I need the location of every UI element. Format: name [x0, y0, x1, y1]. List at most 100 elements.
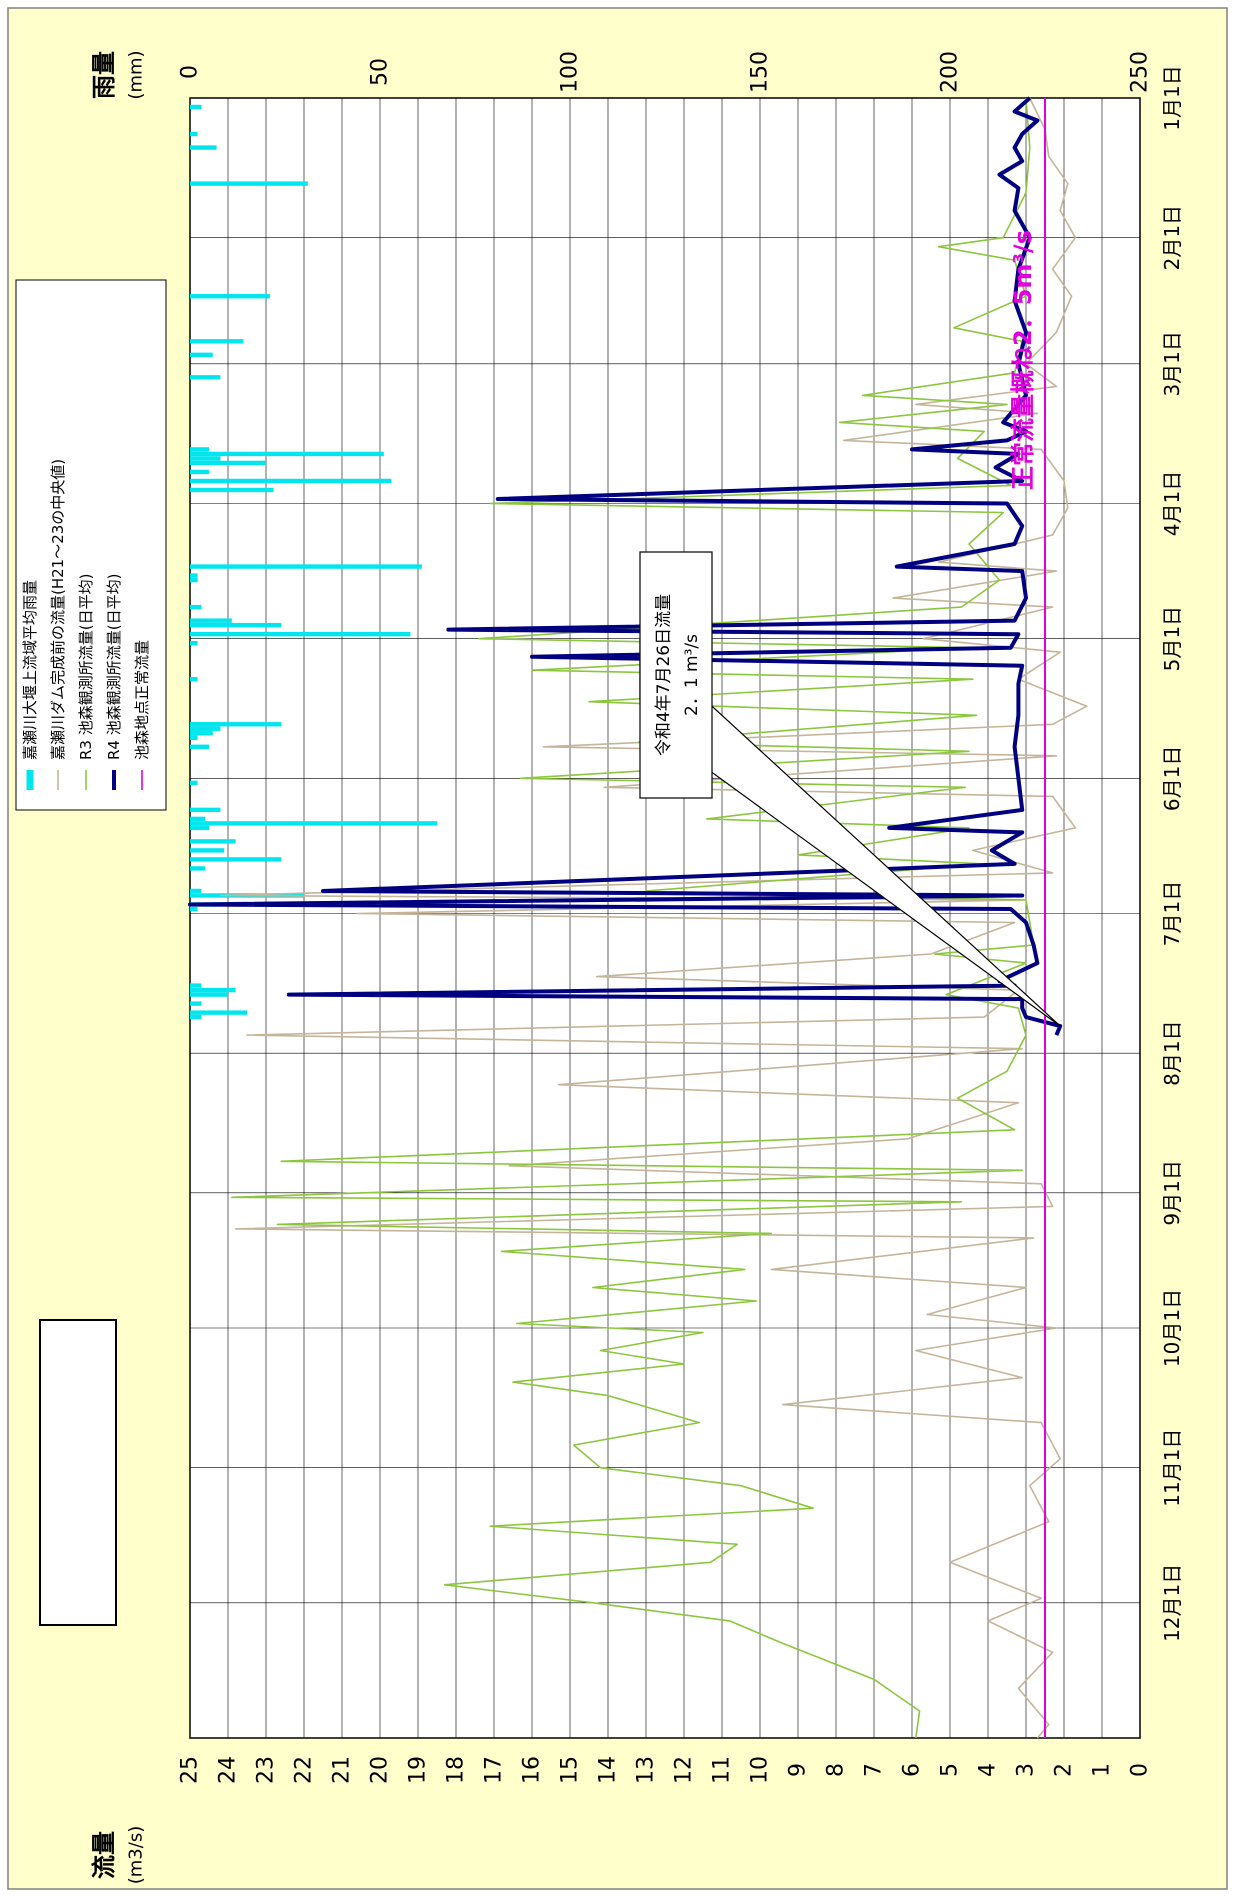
flow-tick-label: 5 — [938, 1763, 963, 1777]
rain-bar — [190, 564, 422, 569]
legend-label: R4 池森観測所流量(日平均) — [105, 574, 123, 760]
date-tick-label: 6月1日 — [1160, 746, 1184, 811]
callout-text: 2．1 m³/s — [682, 634, 702, 716]
flow-tick-label: 2 — [1052, 1763, 1077, 1777]
rain-bar — [190, 821, 437, 826]
flow-tick-label: 9 — [786, 1763, 811, 1777]
rain-axis-label: 雨量 — [90, 51, 118, 99]
flow-tick-label: 18 — [444, 1756, 469, 1784]
legend-label: 池森地点正常流量 — [133, 640, 151, 760]
rain-bar — [190, 987, 236, 993]
rain-bar — [190, 181, 308, 186]
rain-tick-label: 100 — [558, 51, 583, 93]
rain-bar — [190, 1001, 202, 1006]
legend-label: R3 池森観測所流量(日平均) — [77, 574, 95, 760]
flow-axis-unit: (m3/s) — [126, 1826, 147, 1884]
flow-tick-label: 6 — [900, 1763, 925, 1777]
date-tick-label: 8月1日 — [1160, 1020, 1184, 1085]
rain-bar — [190, 1010, 247, 1015]
rain-tick-label: 0 — [178, 65, 203, 79]
rain-tick-label: 150 — [748, 51, 773, 93]
rain-bar — [190, 726, 221, 731]
rain-bar — [190, 622, 282, 628]
rain-bar — [190, 839, 236, 844]
rain-bar — [190, 640, 198, 646]
rain-bar — [190, 487, 274, 493]
rain-bar — [190, 677, 198, 682]
rain-bar — [190, 339, 244, 344]
rain-bar — [190, 618, 232, 623]
flow-tick-label: 23 — [254, 1756, 279, 1784]
flow-tick-label: 13 — [634, 1756, 659, 1784]
legend-label: 嘉瀬川大堰上流域平均雨量 — [21, 580, 39, 760]
flow-tick-label: 11 — [710, 1756, 735, 1784]
series-line-0 — [219, 97, 1088, 1739]
rain-tick-label: 250 — [1128, 51, 1153, 93]
annotation: 令和4年7月26日流量 2．1 m³/s — [639, 551, 1061, 1027]
rain-tick-label: 50 — [368, 58, 393, 86]
flow-tick-label: 4 — [976, 1763, 1001, 1777]
grid — [189, 97, 1141, 1738]
rain-bar — [190, 573, 198, 578]
date-tick-label: 9月1日 — [1160, 1160, 1184, 1225]
callout-text: 令和4年7月26日流量 — [654, 594, 674, 756]
flow-tick-label: 20 — [368, 1756, 393, 1784]
rain-bar — [190, 731, 213, 736]
rain-axis-unit: (mm) — [126, 50, 147, 99]
date-tick-label: 11月1日 — [1160, 1429, 1184, 1507]
legend-box — [15, 279, 167, 811]
rain-bar — [190, 447, 209, 452]
flow-tick-label: 7 — [862, 1763, 887, 1777]
flow-tick-label: 8 — [824, 1763, 849, 1777]
flow-tick-label: 24 — [216, 1756, 241, 1784]
flow-tick-label: 16 — [520, 1756, 545, 1784]
rain-bar — [190, 735, 198, 740]
rain-bar — [190, 780, 198, 786]
flow-axis-label: 流量 — [90, 1831, 118, 1879]
legend: 嘉瀬川大堰上流域平均雨量 嘉瀬川ダム完成前の流量(H21～23の中央値) R3 池森… — [15, 279, 167, 811]
flow-tick-label: 22 — [292, 1756, 317, 1784]
date-tick-label: 7月1日 — [1160, 881, 1184, 946]
flow-tick-label: 17 — [482, 1756, 507, 1784]
rain-bar — [190, 469, 209, 475]
date-tick-label: 4月1日 — [1160, 471, 1184, 536]
rain-bar — [190, 857, 282, 862]
flow-tick-label: 25 — [178, 1756, 203, 1784]
rain-bar — [190, 478, 392, 484]
rain-bar — [190, 992, 228, 997]
flow-tick-label: 0 — [1128, 1763, 1153, 1777]
rain-bar — [190, 866, 206, 871]
date-tick-label: 3月1日 — [1160, 331, 1184, 396]
flow-tick-label: 14 — [596, 1756, 621, 1784]
rain-bar — [190, 456, 221, 461]
rain-bar — [190, 460, 266, 466]
series-lines: 正常流量概ね2．5m³/s — [188, 96, 1088, 1739]
rain-bar — [190, 807, 221, 813]
rain-bar — [190, 888, 202, 894]
rain-bar — [190, 451, 384, 457]
date-tick-label: 2月1日 — [1160, 205, 1184, 270]
flow-tick-label: 1 — [1090, 1763, 1115, 1777]
rain-bar — [190, 744, 209, 749]
series-line-2 — [188, 96, 1063, 1036]
callout-joint — [641, 640, 694, 700]
rain-bar — [190, 352, 213, 358]
rain-bar — [190, 131, 198, 137]
date-tick-label: 5月1日 — [1160, 606, 1184, 671]
rain-bar — [190, 983, 202, 988]
normal-flow-label: 正常流量概ね2．5m³/s — [1009, 230, 1037, 490]
title-group — [39, 1319, 117, 1626]
flow-tick-label: 19 — [406, 1756, 431, 1784]
rain-tick-label: 200 — [938, 51, 963, 93]
rain-bar — [190, 816, 206, 822]
date-tick-label: 10月1日 — [1160, 1289, 1184, 1367]
flow-tick-label: 15 — [558, 1756, 583, 1784]
flow-tick-label: 10 — [748, 1756, 773, 1784]
title-box — [39, 1319, 117, 1626]
rain-bar — [190, 825, 209, 831]
rain-bar — [190, 577, 198, 583]
rain-bar — [190, 1014, 202, 1020]
rain-bar — [190, 848, 225, 853]
